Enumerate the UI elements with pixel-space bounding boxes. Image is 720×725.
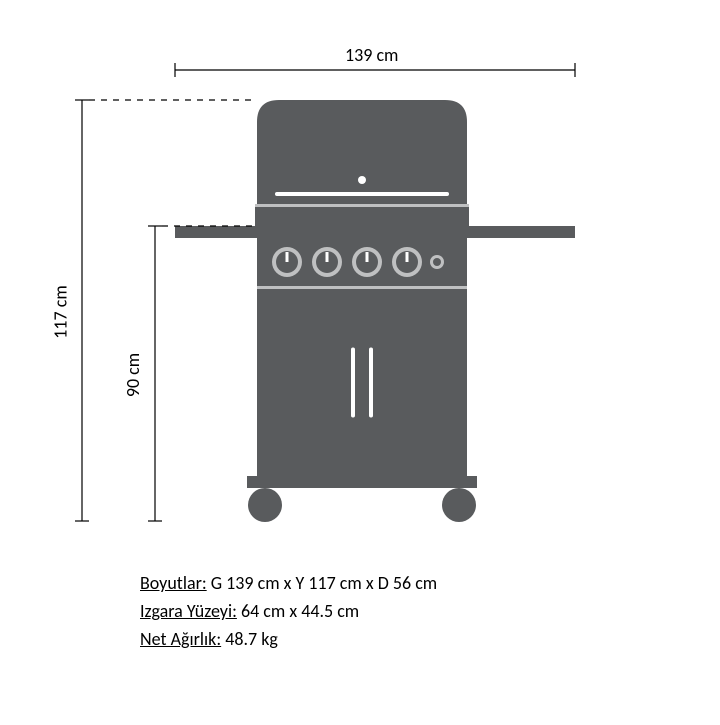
- spec-key: Net Ağırlık:: [140, 628, 221, 650]
- spec-value: 48.7 kg: [221, 628, 278, 650]
- spec-value: 64 cm x 44.5 cm: [237, 600, 359, 622]
- spec-key: Izgara Yüzeyi:: [140, 600, 237, 622]
- spec-block: Boyutlar: G 139 cm x Y 117 cm x D 56 cm …: [140, 570, 437, 654]
- spec-key: Boyutlar:: [140, 572, 207, 594]
- spec-value: G 139 cm x Y 117 cm x D 56 cm: [207, 572, 438, 594]
- spec-row: Izgara Yüzeyi: 64 cm x 44.5 cm: [140, 598, 437, 626]
- dim-height-full-label: 117 cm: [50, 285, 72, 338]
- dim-height-shelf-label: 90 cm: [122, 352, 144, 396]
- spec-row: Boyutlar: G 139 cm x Y 117 cm x D 56 cm: [140, 570, 437, 598]
- diagram-canvas: 139 cm 117 cm 90 cm Boyutlar: G 139 cm x…: [0, 0, 720, 720]
- dim-width-label: 139 cm: [345, 44, 398, 66]
- spec-row: Net Ağırlık: 48.7 kg: [140, 626, 437, 654]
